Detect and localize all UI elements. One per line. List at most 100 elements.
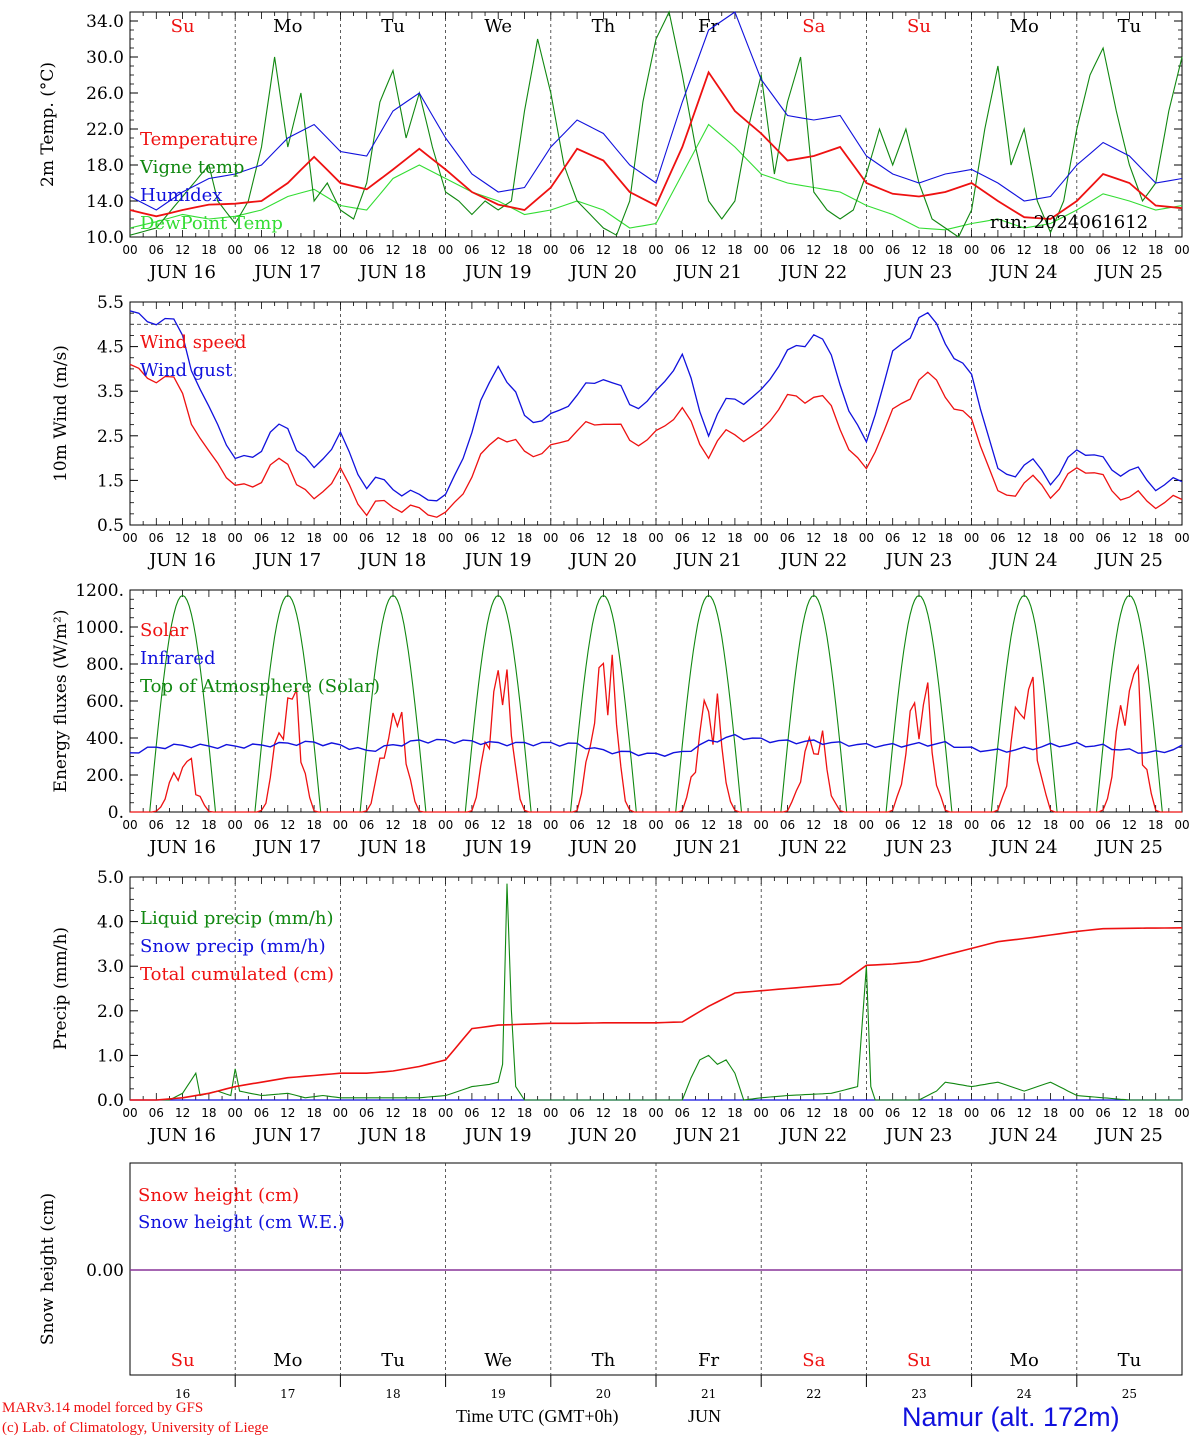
hour-tick-label: 06 [990,1106,1005,1120]
day-name-label: We [484,1350,512,1371]
y-axis-label: 10m Wind (m/s) [51,345,71,482]
hour-tick-label: 18 [1043,243,1058,257]
day-name-label: Su [907,1350,931,1371]
date-label: JUN 20 [568,550,637,571]
hour-tick-label: 06 [675,818,690,832]
date-label: JUN 18 [358,262,427,283]
hour-tick-label: 18 [306,243,321,257]
hour-tick-label: 18 [517,1106,532,1120]
hour-tick-label: 18 [412,243,427,257]
hour-tick-label: 18 [201,1106,216,1120]
hour-tick-label: 12 [175,1106,190,1120]
wind-panel: 0.5 1.5 2.5 3.5 4.5 5.5 10m Wind (m/s) Wind spe… [51,293,1190,571]
legend-entry: Temperature [140,129,258,150]
hour-tick-label: 12 [806,1106,821,1120]
y-tick-label: 0. [108,803,124,823]
hour-tick-label: 12 [701,531,716,545]
hour-tick-label: 18 [517,243,532,257]
hour-tick-label: 18 [517,818,532,832]
hour-tick-label: 18 [201,531,216,545]
hour-tick-label: 06 [569,243,584,257]
y-tick-label: 4.0 [97,913,124,933]
y-tick-label: 14.0 [86,192,124,212]
date-label: JUN 21 [673,550,742,571]
hour-tick-label: 12 [806,818,821,832]
date-label: JUN 17 [252,837,321,858]
date-label: JUN 24 [989,550,1058,571]
hour-tick-label: 12 [701,1106,716,1120]
y-axis-label: 2m Temp. (°C) [38,62,58,187]
hour-tick-label: 00 [543,818,558,832]
hour-tick-label: 00 [333,243,348,257]
hour-tick-label: 00 [122,531,137,545]
hour-tick-label: 00 [754,243,769,257]
y-tick-label: 1.5 [97,471,124,491]
hour-tick-label: 18 [832,818,847,832]
legend-entry: Snow height (cm W.E.) [138,1212,345,1233]
hour-tick-label: 06 [675,531,690,545]
date-label: JUN 24 [989,1125,1058,1146]
y-tick-label: 18.0 [86,156,124,176]
hour-tick-label: 06 [990,243,1005,257]
y-tick-label: 0.0 [97,1091,124,1111]
hour-tick-label: 06 [359,531,374,545]
hour-tick-label: 06 [569,531,584,545]
day-name-label: Mo [1010,16,1039,37]
hour-tick-label: 12 [701,243,716,257]
hour-tick-label: 12 [596,1106,611,1120]
date-label: JUN 19 [463,1125,532,1146]
hour-tick-label: 06 [464,1106,479,1120]
precip-panel: 0.0 1.0 2.0 3.0 4.0 5.0 Precip (mm/h) Liquid pr… [51,868,1190,1146]
day-name-label: Mo [273,1350,302,1371]
date-label: JUN 23 [884,550,953,571]
hour-tick-label: 12 [491,1106,506,1120]
hour-tick-label: 06 [990,818,1005,832]
date-label: JUN 16 [147,1125,216,1146]
hour-tick-label: 18 [1148,243,1163,257]
hour-tick-label: 12 [175,818,190,832]
hour-tick-label: 06 [1095,818,1110,832]
series-infrared [129,733,1183,757]
hour-tick-label: 12 [385,531,400,545]
hour-tick-label: 06 [885,1106,900,1120]
day-number-label: 25 [1122,1387,1137,1401]
x-axis-month: JUN [688,1406,722,1426]
hour-tick-label: 12 [806,531,821,545]
hour-tick-label: 00 [859,531,874,545]
hour-tick-label: 00 [1069,818,1084,832]
hour-tick-label: 18 [622,243,637,257]
hour-tick-label: 12 [280,1106,295,1120]
hour-tick-label: 06 [149,818,164,832]
hour-tick-label: 12 [596,243,611,257]
hour-tick-label: 00 [228,531,243,545]
hour-tick-label: 06 [1095,243,1110,257]
hour-tick-label: 12 [280,818,295,832]
hour-tick-label: 18 [832,1106,847,1120]
legend-entry: Snow precip (mm/h) [140,936,326,957]
hour-tick-label: 00 [438,243,453,257]
y-tick-label: 22.0 [86,120,124,140]
hour-tick-label: 18 [1148,818,1163,832]
hour-tick-label: 18 [938,531,953,545]
hour-tick-label: 18 [201,818,216,832]
hour-tick-label: 12 [1122,243,1137,257]
hour-tick-label: 18 [306,818,321,832]
hour-tick-label: 12 [491,531,506,545]
series-solar [130,654,1182,813]
date-label: JUN 18 [358,550,427,571]
hour-tick-label: 00 [1174,818,1189,832]
hour-tick-label: 18 [1043,818,1058,832]
hour-tick-label: 12 [1017,1106,1032,1120]
hour-tick-label: 12 [491,818,506,832]
y-tick-label: 600. [86,692,124,712]
y-tick-label: 200. [86,766,124,786]
hour-tick-label: 00 [333,1106,348,1120]
date-label: JUN 17 [252,550,321,571]
y-tick-label: 3.5 [97,382,124,402]
hour-tick-label: 18 [412,1106,427,1120]
hour-tick-label: 12 [1017,818,1032,832]
y-tick-label: 1.0 [97,1046,124,1066]
hour-tick-label: 06 [780,818,795,832]
hour-tick-label: 12 [1017,243,1032,257]
